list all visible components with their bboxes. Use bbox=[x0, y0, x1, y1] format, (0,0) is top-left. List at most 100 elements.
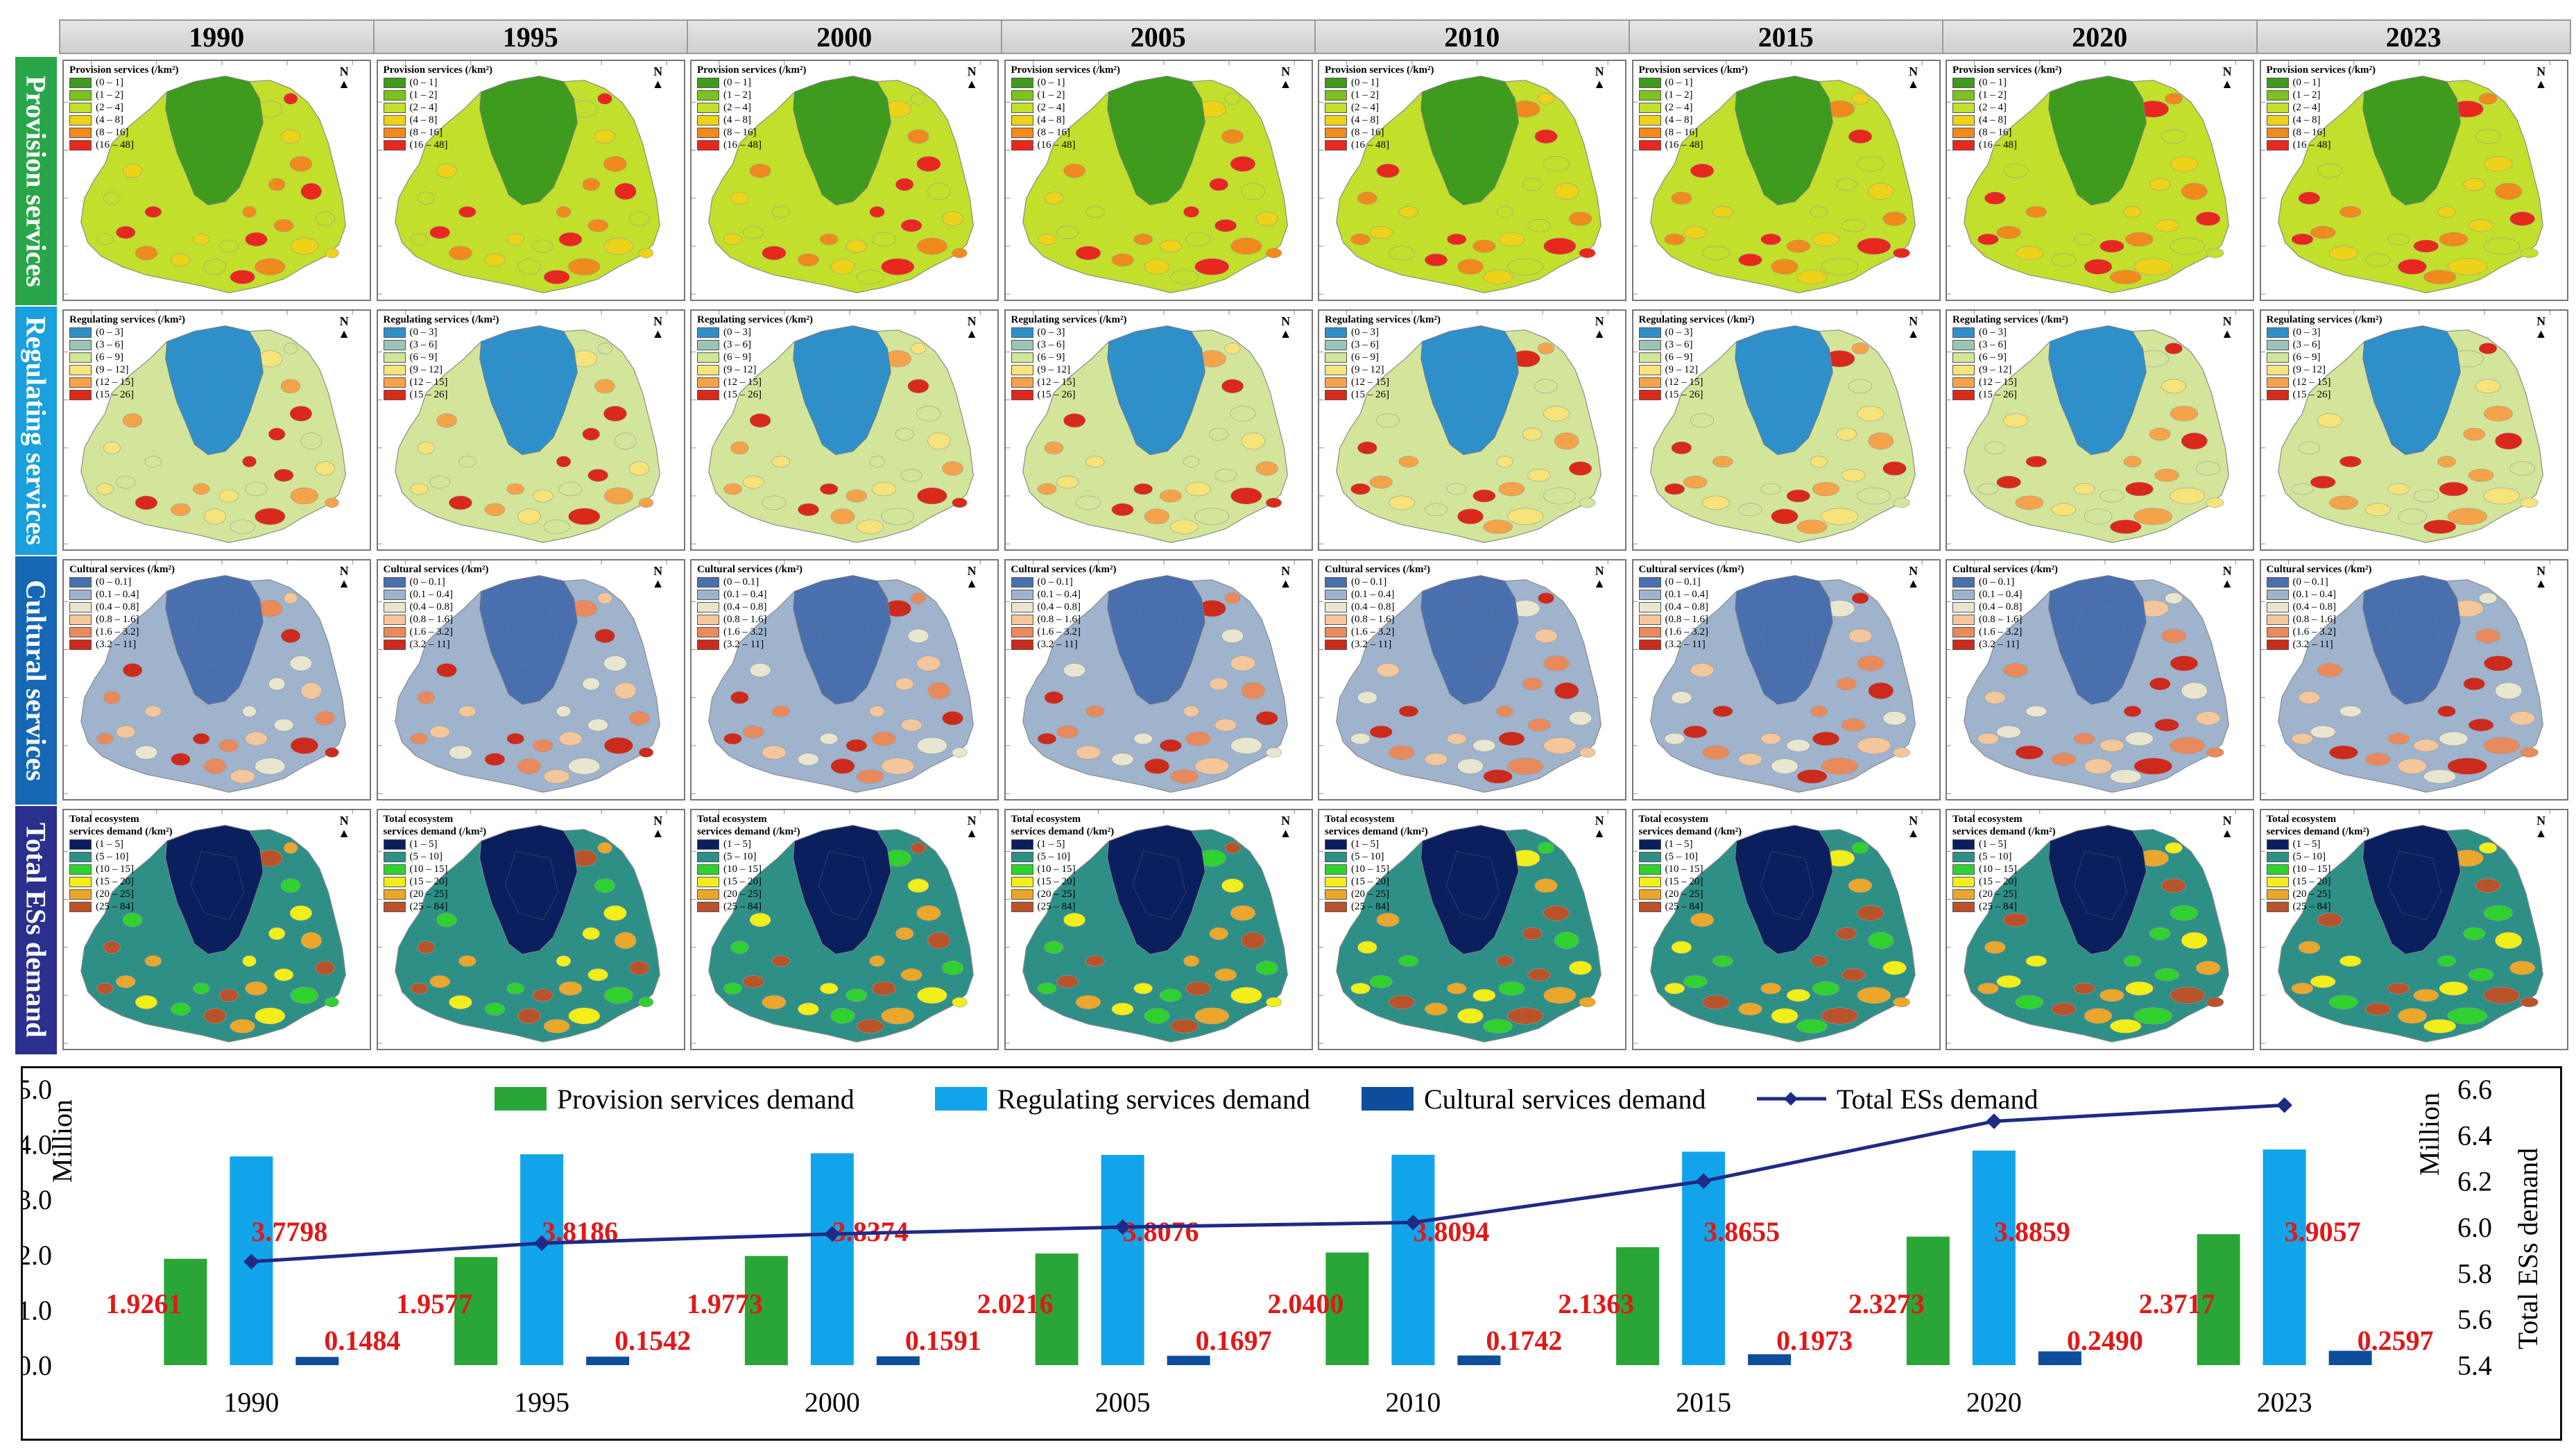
legend-class-label: (8 – 16] bbox=[2292, 127, 2326, 138]
legend-swatch bbox=[697, 626, 719, 637]
legend-class-label: (9 – 12] bbox=[409, 364, 443, 375]
legend-class-label: (0.1 – 0.4] bbox=[1037, 589, 1081, 600]
north-arrow-icon: N ▲ bbox=[1279, 564, 1292, 590]
legend-item: (10 – 15] bbox=[1325, 863, 1428, 875]
legend-swatch bbox=[383, 364, 406, 375]
legend-item: (1 – 5] bbox=[2266, 838, 2370, 850]
left-tick-label: 4.0 bbox=[23, 1129, 52, 1160]
legend-class-label: (0 – 3] bbox=[1351, 327, 1379, 338]
legend-title-line2: services demand (/km²) bbox=[69, 826, 173, 837]
legend-item: (1 – 5] bbox=[69, 838, 173, 850]
legend-item: (2 – 4] bbox=[697, 101, 807, 114]
legend-title: Cultural services (/km²) bbox=[1952, 564, 2058, 575]
label-provision-2015: 2.1363 bbox=[1558, 1288, 1634, 1319]
region-map bbox=[64, 810, 370, 1049]
year-header-2005: 2005 bbox=[1000, 19, 1314, 54]
legend-swatch bbox=[697, 576, 719, 588]
legend-item: (0.1 – 0.4] bbox=[1325, 588, 1430, 601]
legend-swatch bbox=[1011, 327, 1033, 338]
legend-item: (9 – 12] bbox=[1638, 363, 1755, 376]
legend-swatch bbox=[69, 339, 92, 350]
legend-item: (1.6 – 3.2] bbox=[2266, 626, 2372, 638]
legend-class-label: (20 – 25] bbox=[1665, 889, 1703, 900]
legend-swatch bbox=[383, 576, 406, 588]
map-legend: Regulating services (/km²) (0 – 3] (3 – 6]… bbox=[1952, 314, 2068, 401]
region-map bbox=[1319, 311, 1625, 549]
right-axis-unit: Million bbox=[2414, 1093, 2445, 1176]
legend-swatch bbox=[1325, 139, 1347, 151]
legend-title: Total ecosystem bbox=[697, 814, 767, 825]
map-panel-2023: Provision services (/km²) (0 – 1] (1 – 2](… bbox=[2259, 60, 2568, 301]
legend-class-label: (1 – 5] bbox=[409, 839, 438, 850]
region-map bbox=[377, 61, 684, 300]
legend-class-label: (10 – 15] bbox=[2292, 864, 2331, 875]
legend-class-label: (6 – 9] bbox=[96, 352, 123, 363]
legend-swatch bbox=[1638, 626, 1661, 637]
legend-class-label: (12 – 15] bbox=[1979, 377, 2017, 388]
legend-class-label: (12 – 15] bbox=[1665, 377, 1703, 388]
legend-swatch bbox=[1011, 377, 1033, 388]
legend-title: Total ecosystem bbox=[69, 814, 139, 825]
legend-class-label: (20 – 25] bbox=[723, 889, 762, 900]
region-map bbox=[2260, 560, 2567, 799]
map-legend: Cultural services (/km²) (0 – 0.1] (0.1 – … bbox=[697, 563, 802, 651]
legend-swatch bbox=[1325, 626, 1347, 637]
label-provision-1990: 1.9261 bbox=[105, 1288, 182, 1319]
map-row-3: Cultural services Cultural services (/km²… bbox=[15, 556, 2571, 806]
region-map bbox=[1947, 61, 2253, 300]
legend-swatch bbox=[383, 589, 406, 600]
legend-title-line2: services demand (/km²) bbox=[1638, 826, 1742, 837]
legend-class-label: (0 – 0.1] bbox=[1037, 576, 1073, 588]
legend-class-label: (2 – 4] bbox=[1037, 102, 1065, 113]
legend-class-label: (8 – 16] bbox=[1037, 127, 1071, 138]
north-arrow-icon: N ▲ bbox=[1907, 314, 1920, 341]
legend-class-label: (2 – 4] bbox=[1351, 102, 1379, 113]
map-panel-2015: Regulating services (/km²) (0 – 3] (3 – 6]… bbox=[1631, 309, 1941, 551]
legend-swatch bbox=[1325, 77, 1347, 88]
legend-title: Cultural services (/km²) bbox=[1325, 564, 1430, 575]
map-legend: Total ecosystem services demand (/km²) (1 … bbox=[1952, 813, 2056, 913]
legend-item: (1.6 – 3.2] bbox=[1011, 626, 1117, 638]
north-label: N bbox=[1909, 65, 1918, 78]
legend-item: (1 – 5] bbox=[1638, 838, 1742, 850]
legend-item: (0 – 1] bbox=[1638, 76, 1749, 89]
legend-class-label: (2 – 4] bbox=[723, 102, 751, 113]
bar-3-2020 bbox=[2038, 1351, 2081, 1365]
legend-swatch bbox=[2266, 639, 2289, 650]
map-legend: Provision services (/km²) (0 – 1] (1 – 2](… bbox=[1952, 64, 2062, 151]
legend-class-label: (0 – 0.1] bbox=[1979, 576, 2015, 588]
north-arrow-icon: N ▲ bbox=[2221, 65, 2233, 91]
legend-swatch bbox=[2266, 589, 2289, 600]
legend-swatch bbox=[1325, 89, 1347, 101]
legend-item: (20 – 25] bbox=[1011, 888, 1115, 900]
bar-3-2023 bbox=[2328, 1351, 2372, 1365]
legend-class-label: (12 – 15] bbox=[409, 377, 448, 388]
legend-swatch bbox=[1952, 102, 1975, 113]
north-label: N bbox=[1909, 314, 1918, 328]
north-label: N bbox=[967, 65, 977, 78]
x-tick-label: 2015 bbox=[1676, 1387, 1731, 1418]
legend-class-label: (0 – 3] bbox=[2292, 327, 2321, 338]
legend-title: Provision services (/km²) bbox=[1638, 65, 1749, 76]
legend-swatch bbox=[1011, 639, 1033, 650]
legend-class-label: (0.1 – 0.4] bbox=[96, 589, 139, 600]
legend-title: Regulating services (/km²) bbox=[2266, 314, 2382, 325]
legend-swatch bbox=[2266, 339, 2289, 350]
map-legend: Regulating services (/km²) (0 – 3] (3 – 6]… bbox=[1011, 314, 1126, 401]
map-panel-2010: Provision services (/km²) (0 – 1] (1 – 2](… bbox=[1318, 60, 1626, 301]
legend-title: Provision services (/km²) bbox=[383, 65, 493, 76]
year-header-1995: 1995 bbox=[372, 19, 687, 54]
legend-swatch bbox=[1638, 889, 1661, 900]
legend-item: (0.4 – 0.8] bbox=[69, 601, 175, 613]
north-arrow-icon: N ▲ bbox=[338, 814, 350, 840]
legend-swatch bbox=[697, 127, 719, 138]
legend-class-label: (6 – 9] bbox=[2292, 352, 2321, 363]
legend-item: (0.1 – 0.4] bbox=[383, 588, 489, 601]
legend-swatch bbox=[2266, 614, 2289, 625]
legend-swatch bbox=[2266, 901, 2289, 912]
legend-class-label: (25 – 84] bbox=[1351, 901, 1389, 912]
legend-item: (15 – 26] bbox=[1325, 388, 1441, 401]
legend-item: (15 – 20] bbox=[1011, 875, 1115, 888]
legend-swatch bbox=[1325, 377, 1347, 388]
legend-class-label: (9 – 12] bbox=[96, 364, 129, 375]
